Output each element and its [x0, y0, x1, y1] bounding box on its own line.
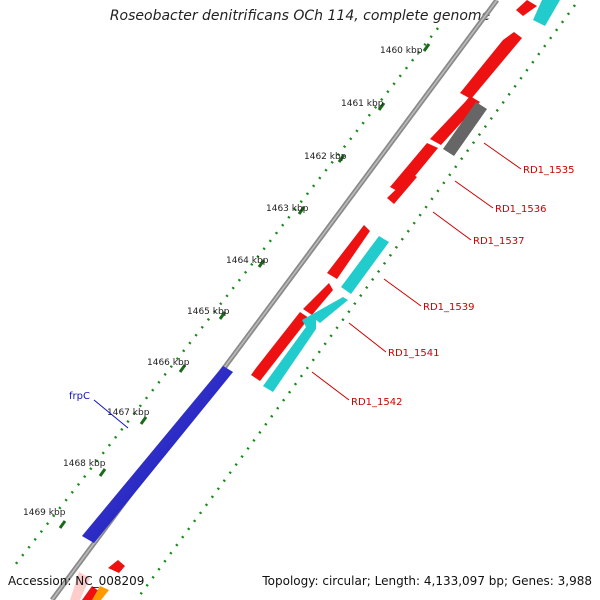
- tick-label-1460: 1460 kbp: [380, 46, 423, 56]
- gene-forward[interactable]: [303, 283, 333, 315]
- reverse-genes: [263, 0, 560, 392]
- gene-reverse[interactable]: [533, 0, 560, 26]
- label-connectors: [311, 142, 522, 401]
- gene-label-RD1_1536[interactable]: RD1_1536: [495, 204, 546, 215]
- gene-label-RD1_1535[interactable]: RD1_1535: [523, 165, 574, 176]
- tick-label-1466: 1466 kbp: [147, 358, 190, 368]
- gc-track-inner: [138, 4, 577, 596]
- gene-forward[interactable]: [70, 572, 90, 600]
- gene-forward[interactable]: [108, 560, 125, 573]
- tick-label-1464: 1464 kbp: [226, 256, 269, 266]
- gene-label-RD1_1541[interactable]: RD1_1541: [388, 348, 439, 359]
- topology-text: Topology: circular; Length: 4,133,097 bp…: [262, 574, 592, 588]
- tick-label-1468: 1468 kbp: [63, 459, 106, 469]
- gene-reverse[interactable]: [443, 102, 487, 156]
- gene-forward[interactable]: [387, 174, 417, 204]
- tick-label-1467: 1467 kbp: [107, 408, 150, 418]
- gene-reverse[interactable]: [263, 297, 348, 392]
- tick-label-1463: 1463 kbp: [266, 204, 309, 214]
- gene-forward[interactable]: [430, 96, 480, 145]
- gene-forward[interactable]: [327, 225, 370, 279]
- gene-forward[interactable]: [460, 32, 522, 99]
- gene-reverse[interactable]: [341, 236, 389, 294]
- tick-label-1469: 1469 kbp: [23, 508, 66, 518]
- tick-label-1461: 1461 kbp: [341, 99, 384, 109]
- gene-label-RD1_1537[interactable]: RD1_1537: [473, 236, 524, 247]
- gene-forward[interactable]: [390, 143, 438, 193]
- gene-forward[interactable]: [251, 312, 309, 381]
- accession-text: Accession: NC_008209: [8, 574, 145, 588]
- gene-label-frpC[interactable]: frpC: [69, 391, 90, 402]
- label-connector-frpC: [93, 399, 129, 429]
- map-title: Roseobacter denitrificans OCh 114, compl…: [109, 8, 491, 24]
- forward-genes: [70, 0, 537, 600]
- scale-ticks: [58, 43, 431, 529]
- gene-forward[interactable]: [92, 586, 109, 600]
- gc-track-outer: [14, 27, 439, 566]
- gene-label-RD1_1539[interactable]: RD1_1539: [423, 302, 474, 313]
- tick-label-1462: 1462 kbp: [304, 152, 347, 162]
- gene-label-RD1_1542[interactable]: RD1_1542: [351, 397, 402, 408]
- gene-forward[interactable]: [516, 0, 537, 16]
- tick-label-1465: 1465 kbp: [187, 307, 230, 317]
